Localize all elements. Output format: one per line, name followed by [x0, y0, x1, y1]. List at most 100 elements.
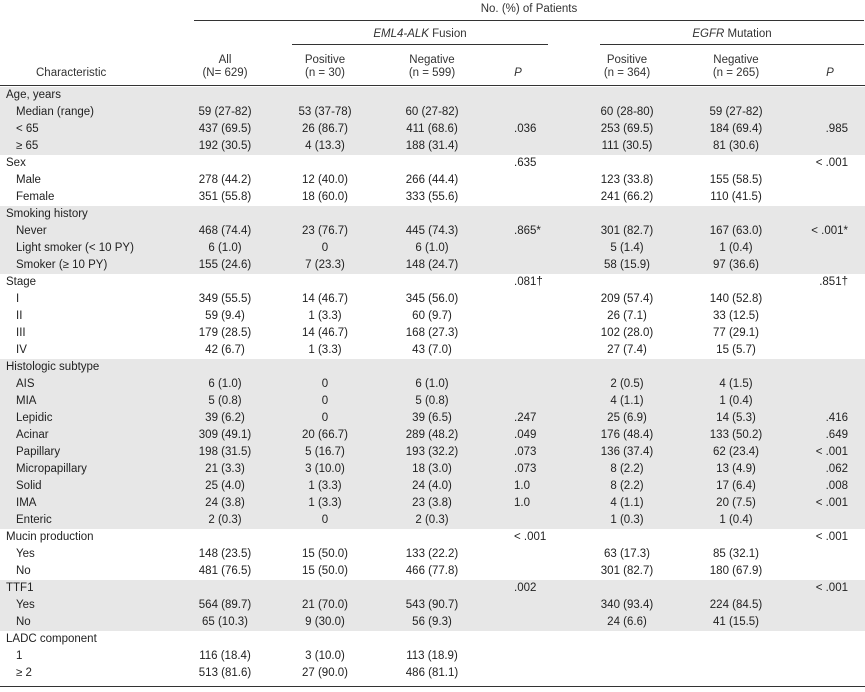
alk-positive-cell: 14 (46.7): [301, 327, 349, 339]
egfr-neg-header-line1: Negative: [713, 54, 759, 66]
row-label: IV: [16, 344, 27, 356]
section-label: Stage: [6, 276, 37, 288]
alk-negative-cell: 133 (22.2): [405, 548, 459, 560]
all-cell: 278 (44.2): [198, 174, 252, 186]
table-row: Median (range) 59 (27-82) 53 (37-78) 60 (27…: [0, 104, 865, 121]
table-row: Smoking history: [0, 206, 865, 223]
alk-positive-cell: 26 (86.7): [301, 123, 349, 135]
alk-negative-cell: 43 (7.0): [412, 344, 452, 356]
all-header: All (N= 629): [180, 54, 270, 80]
alk-p-value: .002: [514, 582, 537, 594]
row-label: Papillary: [16, 446, 61, 458]
egfr-p-value: .985: [825, 123, 848, 135]
alk-neg-header: Negative (n = 599): [380, 54, 484, 80]
egfr-p-header: P: [800, 67, 860, 80]
table-row: Acinar 309 (49.1) 20 (66.7) 289 (48.2) .049 1…: [0, 427, 865, 444]
alk-p-value: < .001: [514, 531, 547, 543]
row-label: I: [16, 293, 20, 305]
alk-negative-cell: 466 (77.8): [405, 565, 459, 577]
alk-p-value: .865*: [514, 225, 541, 237]
row-label: Light smoker (< 10 PY): [16, 242, 134, 254]
egfr-negative-cell: 41 (15.5): [712, 616, 760, 628]
egfr-negative-cell: 133 (50.2): [709, 429, 763, 441]
row-label: II: [16, 310, 23, 322]
egfr-positive-cell: 301 (82.7): [600, 565, 654, 577]
row-label: ≥ 2: [16, 667, 32, 679]
alk-negative-cell: 2 (0.3): [415, 514, 449, 526]
row-label: Acinar: [16, 429, 49, 441]
alk-p-value: .635: [514, 157, 537, 169]
egfr-p-value: < .001: [815, 582, 848, 594]
alk-p-value: .081†: [514, 276, 543, 288]
egfr-positive-cell: 25 (6.9): [607, 412, 647, 424]
alk-positive-cell: 1 (3.3): [308, 310, 342, 322]
alk-neg-header-line2: (n = 599): [408, 67, 456, 79]
egfr-positive-cell: 63 (17.3): [603, 548, 651, 560]
table-row: Mucin production < .001 < .001: [0, 529, 865, 546]
egfr-positive-cell: 58 (15.9): [603, 259, 651, 271]
alk-pos-header: Positive (n = 30): [286, 54, 364, 80]
egfr-negative-cell: 59 (27-82): [709, 106, 763, 118]
table-row: Smoker (≥ 10 PY) 155 (24.6) 7 (23.3) 148 (2…: [0, 257, 865, 274]
alk-positive-cell: 23 (76.7): [301, 225, 349, 237]
row-label: IMA: [16, 497, 37, 509]
alk-p-header: P: [488, 67, 548, 80]
table-row: Never 468 (74.4) 23 (76.7) 445 (74.3) .865* 3…: [0, 223, 865, 240]
alk-pos-header-line2: (n = 30): [305, 67, 345, 79]
egfr-negative-cell: 17 (6.4): [716, 480, 756, 492]
table-row: Yes 564 (89.7) 21 (70.0) 543 (90.7) 340 (93.…: [0, 597, 865, 614]
alk-negative-cell: 289 (48.2): [405, 429, 459, 441]
table-row: Female 351 (55.8) 18 (60.0) 333 (55.6) 241 (…: [0, 189, 865, 206]
all-cell: 59 (27-82): [198, 106, 252, 118]
alk-positive-cell: 1 (3.3): [308, 497, 342, 509]
all-cell: 351 (55.8): [198, 191, 252, 203]
egfr-negative-cell: 4 (1.5): [719, 378, 753, 390]
row-label: Enteric: [16, 514, 52, 526]
all-cell: 309 (49.1): [198, 429, 252, 441]
egfr-pos-header: Positive (n = 364): [584, 54, 670, 80]
egfr-p-value: < .001: [815, 446, 848, 458]
alk-positive-cell: 21 (70.0): [301, 599, 349, 611]
all-cell: 481 (76.5): [198, 565, 252, 577]
egfr-positive-cell: 136 (37.4): [600, 446, 654, 458]
egfr-negative-cell: 180 (67.9): [709, 565, 763, 577]
section-label: Histologic subtype: [6, 361, 100, 373]
egfr-positive-cell: 301 (82.7): [600, 225, 654, 237]
egfr-negative-cell: 140 (52.8): [709, 293, 763, 305]
egfr-negative-cell: 1 (0.4): [719, 514, 753, 526]
alk-negative-cell: 56 (9.3): [412, 616, 452, 628]
egfr-p-value: .008: [825, 480, 848, 492]
alk-positive-cell: 14 (46.7): [301, 293, 349, 305]
table-row: Age, years: [0, 87, 865, 104]
egfr-negative-cell: 1 (0.4): [719, 395, 753, 407]
row-label: Yes: [16, 548, 35, 560]
section-label: Mucin production: [6, 531, 94, 543]
alk-negative-cell: 486 (81.1): [405, 667, 459, 679]
table-row: ≥ 2 513 (81.6) 27 (90.0) 486 (81.1): [0, 665, 865, 682]
table-row: Lepidic 39 (6.2) 0 39 (6.5) .247 25 (6.9) 14 (…: [0, 410, 865, 427]
row-label: Median (range): [16, 106, 94, 118]
egfr-p-value: < .001: [815, 531, 848, 543]
all-cell: 42 (6.7): [205, 344, 245, 356]
table-row: IMA 24 (3.8) 1 (3.3) 23 (3.8) 1.0 4 (1.1) 20 (…: [0, 495, 865, 512]
table-row: 1 116 (18.4) 3 (10.0) 113 (18.9): [0, 648, 865, 665]
alk-negative-cell: 60 (9.7): [412, 310, 452, 322]
group-title: No. (%) of Patients: [480, 3, 578, 15]
all-header-line1: All: [218, 54, 232, 66]
alk-positive-cell: 27 (90.0): [301, 667, 349, 679]
fusion-word: Fusion: [428, 28, 467, 40]
alk-positive-cell: 7 (23.3): [305, 259, 345, 271]
all-cell: 21 (3.3): [205, 463, 245, 475]
egfr-p-value: .416: [825, 412, 848, 424]
alk-positive-cell: 0: [321, 395, 329, 407]
table-row: Yes 148 (23.5) 15 (50.0) 133 (22.2) 63 (17.3…: [0, 546, 865, 563]
egfr-negative-cell: 81 (30.6): [712, 140, 760, 152]
alk-negative-cell: 18 (3.0): [412, 463, 452, 475]
alk-positive-cell: 1 (3.3): [308, 480, 342, 492]
alk-positive-cell: 5 (16.7): [305, 446, 345, 458]
alk-negative-cell: 60 (27-82): [405, 106, 459, 118]
table-row: LADC component: [0, 631, 865, 648]
all-cell: 148 (23.5): [198, 548, 252, 560]
alk-p-value: .036: [514, 123, 537, 135]
section-label: Sex: [6, 157, 26, 169]
